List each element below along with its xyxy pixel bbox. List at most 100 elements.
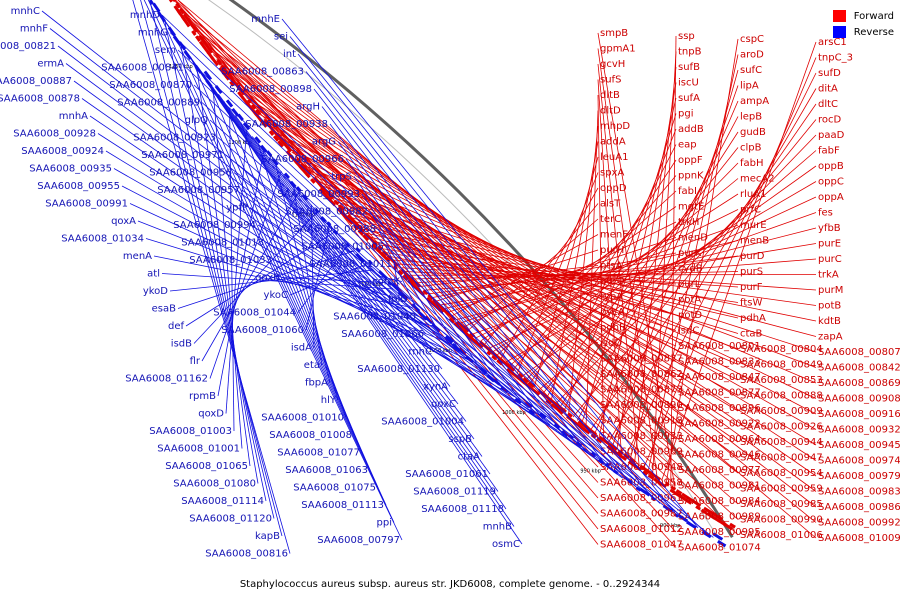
legend: Forward Reverse — [832, 8, 894, 40]
forward-gene — [402, 274, 409, 281]
reverse-callout-line — [185, 230, 337, 327]
forward-gene-label: SAA6008_00922 — [678, 419, 761, 430]
reverse-gene-label: SAA6008_01060 — [221, 325, 304, 336]
reverse-callout-line — [149, 0, 275, 519]
reverse-gene-label: SAA6008_01008 — [269, 430, 352, 441]
reverse-gene-label: SAA6008_01061 — [405, 469, 488, 480]
forward-callout-line — [200, 36, 677, 502]
forward-gene — [225, 75, 230, 81]
reverse-gene-label: SAA6008_00935 — [29, 164, 112, 175]
reverse-gene-label: SAA6008_00863 — [221, 67, 304, 78]
forward-callout-line — [388, 255, 599, 297]
reverse-callout-line — [161, 14, 706, 533]
forward-callout-line — [365, 232, 739, 319]
forward-callout-line — [226, 71, 677, 471]
forward-gene — [642, 470, 649, 476]
reverse-gene — [597, 458, 605, 465]
reverse-gene-label: qoxB — [255, 273, 280, 284]
reverse-gene-label: SAA6008_01114 — [181, 496, 264, 507]
forward-callout-line — [249, 101, 739, 443]
forward-callout-line — [594, 100, 739, 434]
reverse-gene-label: mnhC — [11, 6, 40, 17]
forward-gene-label: prfC — [740, 205, 761, 216]
reverse-gene-label: SAA6008_00966 — [261, 154, 344, 165]
forward-callout-line — [634, 66, 677, 463]
forward-gene-label: oppA — [818, 192, 844, 203]
forward-gene-label: SAA6008_00896 — [678, 403, 761, 414]
forward-callout-line — [181, 9, 817, 523]
reverse-gene-label: SAA6008_00993 — [277, 189, 360, 200]
forward-callout-line — [232, 80, 817, 461]
forward-gene-label: purQ — [600, 276, 625, 287]
reverse-gene-label: ctaA — [458, 452, 481, 463]
forward-callout-line — [597, 79, 622, 453]
forward-callout-line — [616, 82, 677, 450]
reverse-callout-line — [385, 246, 420, 315]
reverse-callout-line — [361, 193, 481, 369]
reverse-callout-line — [377, 228, 440, 333]
reverse-gene-label: SAA6008_01077 — [277, 448, 360, 459]
forward-gene-label: SAA6008_00932 — [818, 425, 900, 436]
forward-gene-label: SAA6008_00959 — [740, 484, 823, 495]
forward-gene — [456, 320, 468, 331]
forward-gene-label: eap — [678, 140, 697, 151]
forward-gene-label: fes — [818, 208, 833, 219]
reverse-gene-label: kapB — [255, 531, 280, 542]
forward-callout-line — [222, 67, 739, 474]
forward-gene-label: SAA6008_00877 — [678, 388, 761, 399]
forward-gene-label: mecA2 — [740, 174, 775, 185]
reverse-gene-label: SAA6008_00878 — [0, 94, 80, 105]
forward-gene — [237, 91, 244, 99]
reverse-callout-line — [393, 263, 400, 296]
reverse-callout-line — [281, 277, 387, 284]
forward-gene — [397, 269, 404, 276]
reverse-callout-line — [121, 185, 494, 380]
forward-gene-label: dltC — [818, 99, 838, 110]
forward-gene-label: dltB — [600, 90, 620, 101]
forward-gene — [195, 35, 201, 43]
reverse-gene-label: SAA6008_01065 — [165, 461, 248, 472]
forward-gene — [612, 445, 618, 451]
forward-callout-line — [184, 14, 739, 520]
forward-gene-label: alsT — [600, 199, 621, 210]
forward-gene-label: SAA6008_00983 — [818, 487, 900, 498]
forward-callout-line — [475, 209, 739, 339]
forward-gene-label: SAA6008_00986 — [818, 502, 900, 513]
forward-callout-line — [260, 114, 817, 430]
forward-gene-label: oppF — [678, 155, 703, 166]
scale-tick-label: 1050 kbp — [429, 348, 453, 354]
reverse-gene — [237, 113, 244, 122]
reverse-gene — [214, 85, 223, 94]
reverse-gene — [242, 122, 251, 131]
forward-gene — [623, 453, 631, 460]
forward-callout-line — [625, 72, 817, 456]
forward-gene-label: SAA6008_00992 — [818, 518, 900, 529]
forward-gene-label: potB — [818, 301, 841, 312]
forward-gene — [372, 240, 378, 246]
reverse-gene-label: SAA6008_00982 — [285, 207, 368, 218]
reverse-gene-label: isdA — [291, 343, 312, 354]
reverse-gene-label: osmC — [492, 539, 520, 550]
forward-gene-label: pycA — [600, 307, 625, 318]
forward-gene — [318, 187, 326, 196]
reverse-callout-line — [185, 67, 638, 489]
forward-gene-label: SAA6008_00981 — [678, 481, 761, 492]
forward-gene-label: murE — [740, 220, 767, 231]
reverse-gene — [254, 136, 262, 144]
reverse-gene-label: comK — [372, 277, 400, 288]
reverse-gene-label: SAA6008_00841 — [101, 63, 184, 74]
reverse-gene-label: int — [283, 49, 296, 60]
reverse-gene-label: qoxD — [198, 409, 224, 420]
forward-gene — [681, 492, 689, 499]
forward-callout-line — [177, 5, 599, 530]
reverse-gene-label: sspB — [448, 434, 472, 445]
reverse-gene-label: SAA6008_00991 — [45, 199, 128, 210]
reverse-gene-label: SAA6008_01001 — [157, 444, 240, 455]
forward-gene-label: SAA6008_00990 — [740, 515, 823, 526]
forward-gene-label: SAA6008_00947 — [740, 453, 823, 464]
scale-tick-label: 1000 kbp — [502, 410, 526, 416]
forward-gene-label: SAA6008_00987 — [600, 509, 683, 520]
reverse-gene — [355, 252, 366, 263]
